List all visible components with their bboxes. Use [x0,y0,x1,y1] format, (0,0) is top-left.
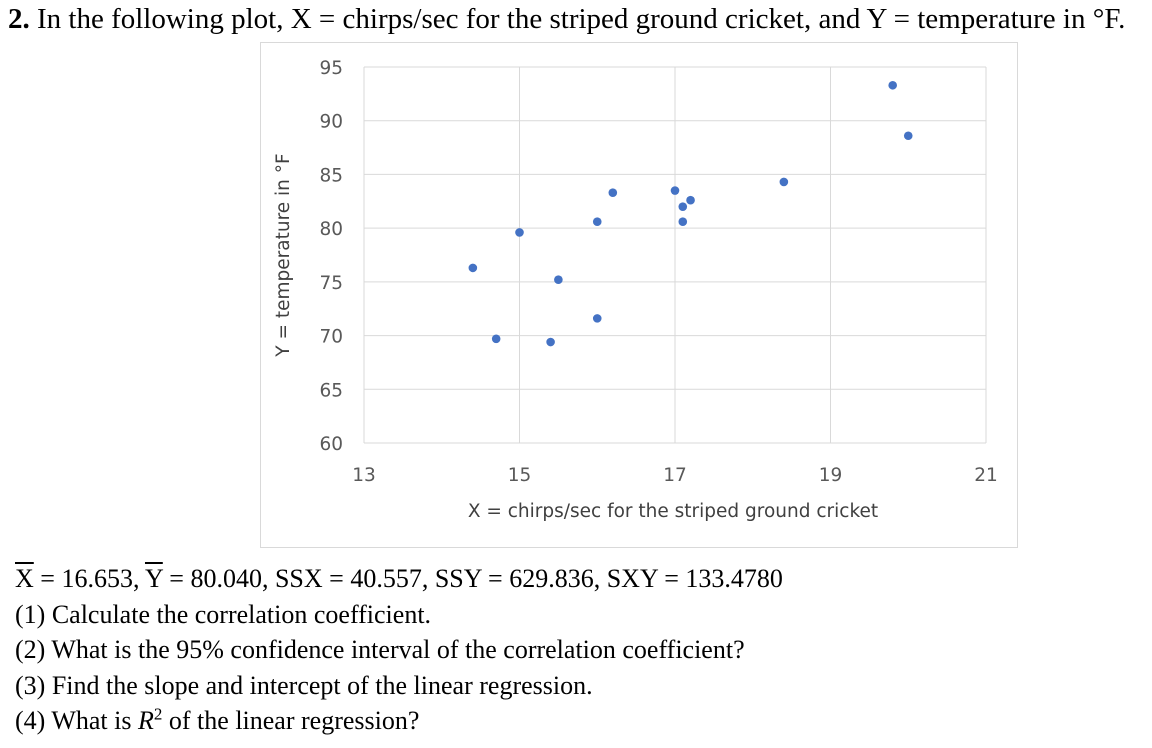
data-point [888,80,897,90]
data-point [686,195,695,205]
data-points [468,80,913,347]
x-bar-symbol: X [15,564,34,593]
problem-details: X = 16.653, Y = 80.040, SSX = 40.557, SS… [15,561,783,739]
x-tick-label: 15 [508,465,532,486]
question-4-variable: R [138,706,154,735]
data-point [678,202,688,211]
data-point [515,228,524,237]
data-point [554,275,563,285]
x-tick-label: 13 [352,465,376,486]
y-tick-label: 65 [319,380,343,401]
chart-container: 60 65 70 75 80 85 90 95 13 15 17 19 21 X = chirps/s… [260,42,1018,548]
y-bar-symbol: Y [144,564,163,593]
data-point [491,334,501,344]
grid-lines [363,66,987,444]
y-tick-label: 85 [319,165,343,186]
y-axis-label: Y = temperature in °F [273,153,294,357]
x-axis-label: X = chirps/sec for the striped ground cr… [468,501,878,522]
summary-statistics: X = 16.653, Y = 80.040, SSX = 40.557, SS… [15,561,783,597]
x-tick-label: 17 [663,465,687,486]
y-tick-label: 95 [319,58,343,79]
scatter-plot: 60 65 70 75 80 85 90 95 13 15 17 19 21 X = chirps/s… [273,58,998,522]
y-bar-value: = 80.040, SSX = 40.557, SSY = 629.836, S… [162,564,783,593]
y-tick-label: 90 [319,112,343,133]
data-point [468,263,478,273]
question-4-suffix: of the linear regression? [162,706,420,735]
y-tick-label: 80 [319,219,343,240]
problem-number: 2. [8,3,30,35]
data-point [670,186,680,195]
y-tick-label: 60 [319,434,343,455]
problem-statement: 2. In the following plot, X = chirps/sec… [8,2,1125,37]
x-tick-label: 19 [819,465,843,486]
x-bar-value: = 16.653, [33,564,145,593]
data-point [592,217,602,226]
question-1: (1) Calculate the correlation coefficien… [15,599,432,629]
data-point [903,131,913,141]
data-point [779,177,789,187]
question-4-exponent: 2 [153,704,163,724]
question-2: (2) What is the 95% confidence interval … [15,635,745,664]
y-tick-label: 70 [319,327,343,348]
data-point [678,217,688,226]
data-point [592,314,602,323]
question-4: (4) What is R2 of the linear regression? [15,703,783,739]
question-3: (3) Find the slope and intercept of the … [15,670,593,700]
x-tick-label: 21 [974,465,998,486]
y-tick-labels: 60 65 70 75 80 85 90 95 [319,58,343,455]
data-point [608,188,618,197]
x-tick-labels: 13 15 17 19 21 [352,465,998,486]
problem-text: In the following plot, X = chirps/sec fo… [37,3,1126,35]
y-tick-label: 75 [319,273,343,294]
data-point [546,337,555,347]
question-4-prefix: (4) What is [15,706,138,735]
